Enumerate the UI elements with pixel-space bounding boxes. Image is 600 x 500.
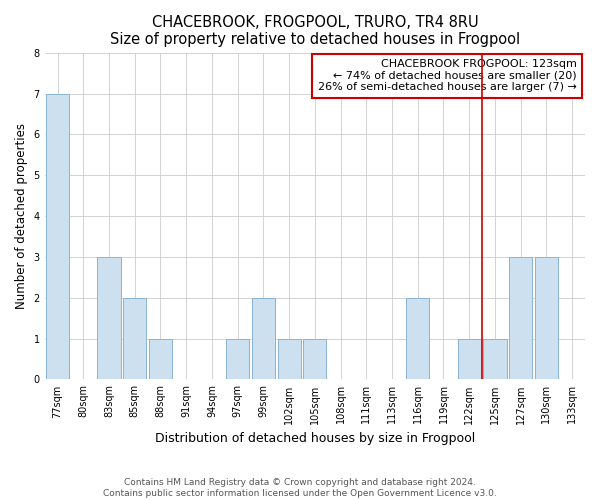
Text: CHACEBROOK FROGPOOL: 123sqm
← 74% of detached houses are smaller (20)
26% of sem: CHACEBROOK FROGPOOL: 123sqm ← 74% of det… (318, 60, 577, 92)
Bar (458, 338, 481, 380)
Bar (278, 338, 301, 380)
Bar (303, 338, 326, 380)
Bar (509, 257, 532, 380)
Bar (97, 257, 121, 380)
Text: Contains HM Land Registry data © Crown copyright and database right 2024.
Contai: Contains HM Land Registry data © Crown c… (103, 478, 497, 498)
X-axis label: Distribution of detached houses by size in Frogpool: Distribution of detached houses by size … (155, 432, 475, 445)
Bar (149, 338, 172, 380)
Bar (252, 298, 275, 380)
Bar (46, 94, 69, 380)
Y-axis label: Number of detached properties: Number of detached properties (15, 123, 28, 309)
Bar (226, 338, 249, 380)
Bar (535, 257, 558, 380)
Bar (484, 338, 506, 380)
Bar (406, 298, 430, 380)
Bar (123, 298, 146, 380)
Title: CHACEBROOK, FROGPOOL, TRURO, TR4 8RU
Size of property relative to detached house: CHACEBROOK, FROGPOOL, TRURO, TR4 8RU Siz… (110, 15, 520, 48)
